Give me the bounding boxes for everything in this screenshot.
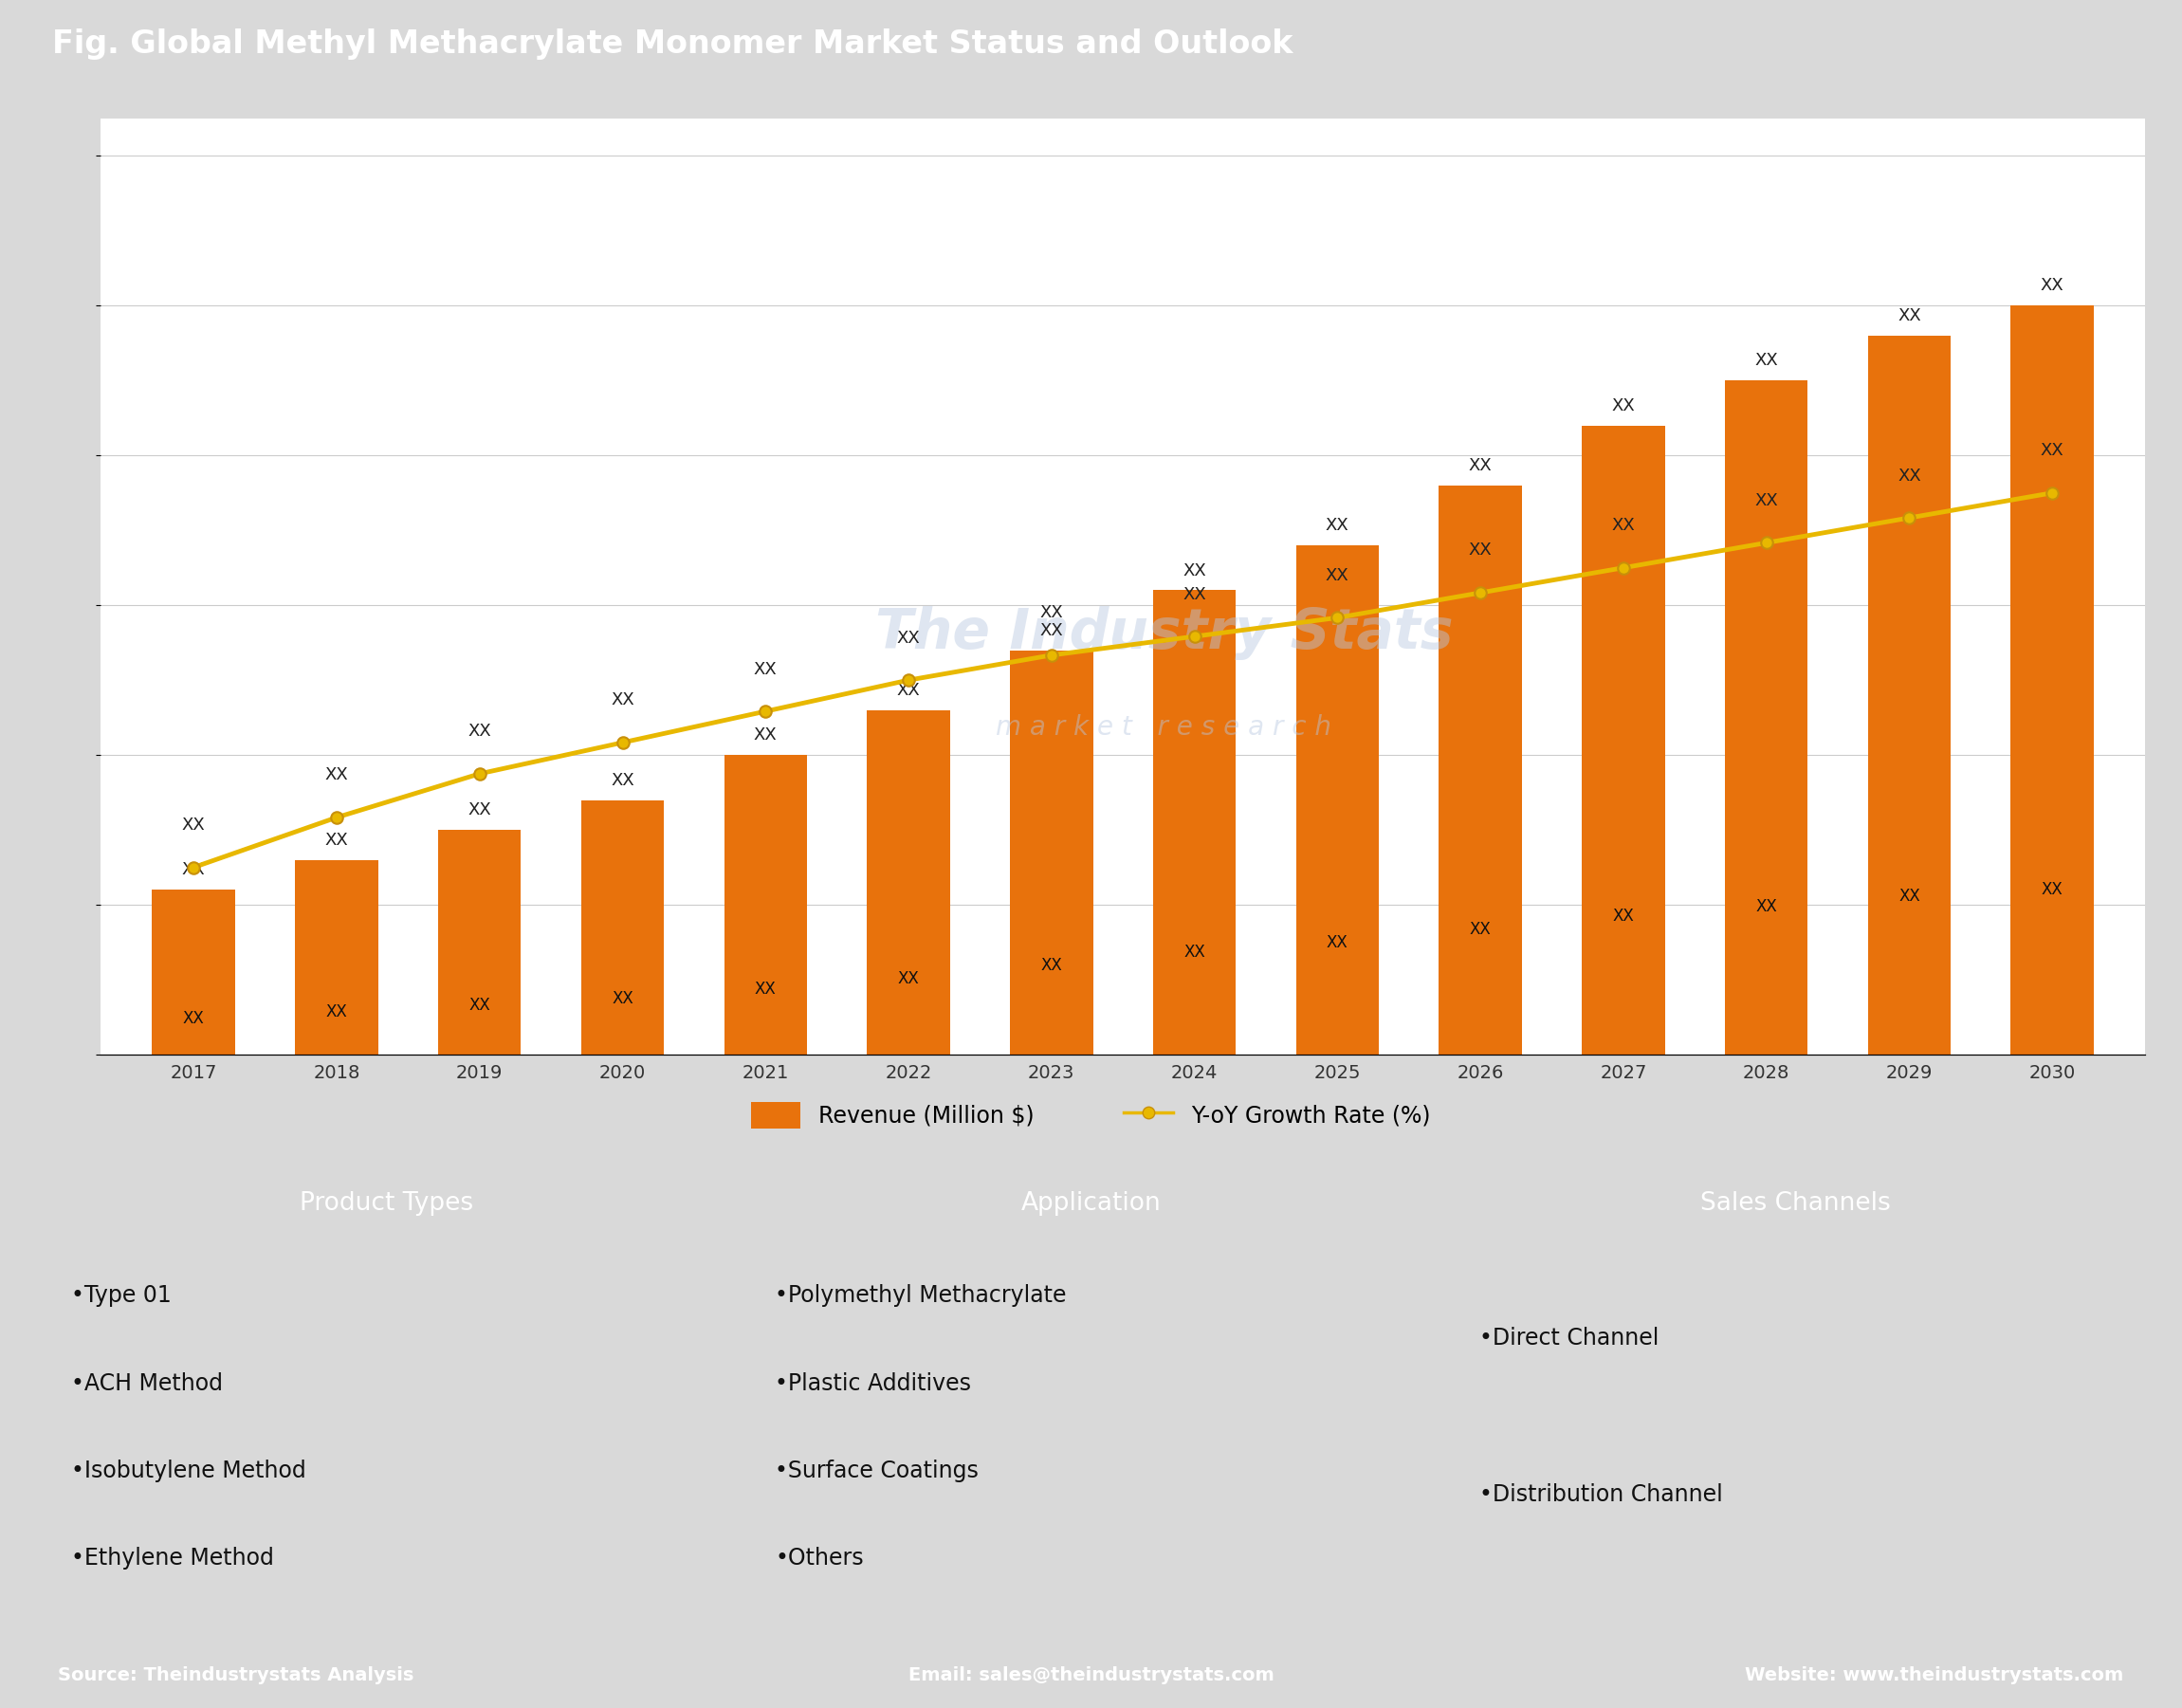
Text: XX: XX — [1183, 562, 1207, 579]
Text: XX: XX — [181, 861, 205, 878]
Text: Source: Theindustrystats Analysis: Source: Theindustrystats Analysis — [59, 1667, 415, 1684]
Text: m a r k e t   r e s e a r c h: m a r k e t r e s e a r c h — [995, 714, 1331, 740]
Bar — [295, 859, 377, 1054]
Text: XX: XX — [897, 629, 921, 646]
Bar — [439, 830, 521, 1054]
Text: XX: XX — [325, 767, 349, 784]
Text: •Ethylene Method: •Ethylene Method — [72, 1546, 275, 1570]
Bar — [1296, 545, 1379, 1054]
Text: XX: XX — [1612, 907, 1634, 924]
Text: XX: XX — [1041, 605, 1063, 622]
Text: •Surface Coatings: •Surface Coatings — [775, 1459, 980, 1483]
Text: XX: XX — [1898, 307, 1920, 325]
Text: XX: XX — [1898, 466, 1920, 483]
Bar — [866, 711, 949, 1054]
Text: XX: XX — [467, 722, 491, 740]
Text: •Isobutylene Method: •Isobutylene Method — [72, 1459, 305, 1483]
Text: •Plastic Additives: •Plastic Additives — [775, 1372, 971, 1394]
Text: Email: sales@theindustrystats.com: Email: sales@theindustrystats.com — [908, 1667, 1274, 1684]
Text: XX: XX — [325, 1003, 347, 1020]
Text: XX: XX — [1898, 888, 1920, 905]
Text: XX: XX — [897, 681, 921, 699]
Text: •Direct Channel: •Direct Channel — [1479, 1327, 1658, 1349]
Text: XX: XX — [1183, 586, 1207, 603]
Text: XX: XX — [611, 692, 635, 709]
Bar — [1724, 381, 1807, 1054]
Text: •Polymethyl Methacrylate: •Polymethyl Methacrylate — [775, 1284, 1067, 1307]
Bar — [1868, 335, 1951, 1054]
Text: XX: XX — [1754, 352, 1778, 369]
Text: XX: XX — [755, 980, 777, 997]
Text: XX: XX — [1471, 921, 1490, 938]
Text: •ACH Method: •ACH Method — [72, 1372, 223, 1394]
Text: XX: XX — [2042, 881, 2062, 898]
Text: XX: XX — [1468, 541, 1492, 559]
Text: Fig. Global Methyl Methacrylate Monomer Market Status and Outlook: Fig. Global Methyl Methacrylate Monomer … — [52, 29, 1292, 60]
Text: XX: XX — [753, 661, 777, 678]
Text: XX: XX — [1757, 898, 1776, 915]
Text: Application: Application — [1021, 1190, 1161, 1216]
Text: •Others: •Others — [775, 1546, 864, 1570]
Text: XX: XX — [181, 816, 205, 834]
Text: XX: XX — [1468, 458, 1492, 475]
Text: XX: XX — [1612, 518, 1634, 535]
Text: XX: XX — [611, 991, 633, 1008]
Text: XX: XX — [753, 726, 777, 743]
Text: XX: XX — [1041, 956, 1063, 974]
Bar — [1582, 425, 1665, 1054]
Bar — [153, 890, 236, 1054]
Text: XX: XX — [469, 997, 491, 1015]
Bar — [724, 755, 807, 1054]
Text: XX: XX — [183, 1009, 205, 1027]
Text: XX: XX — [1327, 934, 1348, 951]
Text: Sales Channels: Sales Channels — [1700, 1190, 1890, 1216]
Text: Website: www.theindustrystats.com: Website: www.theindustrystats.com — [1746, 1667, 2123, 1684]
Text: XX: XX — [325, 832, 349, 849]
Text: The Industry Stats: The Industry Stats — [875, 606, 1453, 661]
Text: XX: XX — [611, 772, 635, 789]
Text: XX: XX — [1754, 492, 1778, 509]
Text: XX: XX — [2040, 277, 2064, 294]
Text: XX: XX — [897, 970, 919, 987]
Text: •Distribution Channel: •Distribution Channel — [1479, 1484, 1724, 1506]
Bar — [2012, 306, 2095, 1054]
Bar — [1010, 651, 1093, 1054]
Text: XX: XX — [467, 801, 491, 818]
Bar — [1152, 591, 1235, 1054]
Legend: Revenue (Million $), Y-oY Growth Rate (%): Revenue (Million $), Y-oY Growth Rate (%… — [742, 1093, 1440, 1138]
Text: XX: XX — [1041, 622, 1063, 639]
Text: Product Types: Product Types — [301, 1190, 473, 1216]
Text: XX: XX — [1612, 398, 1634, 415]
Text: XX: XX — [1327, 567, 1348, 584]
Text: •Type 01: •Type 01 — [72, 1284, 172, 1307]
Text: XX: XX — [2040, 442, 2064, 459]
Text: XX: XX — [1183, 945, 1204, 962]
Bar — [1438, 485, 1521, 1054]
Text: XX: XX — [1327, 518, 1348, 535]
Bar — [580, 799, 663, 1054]
